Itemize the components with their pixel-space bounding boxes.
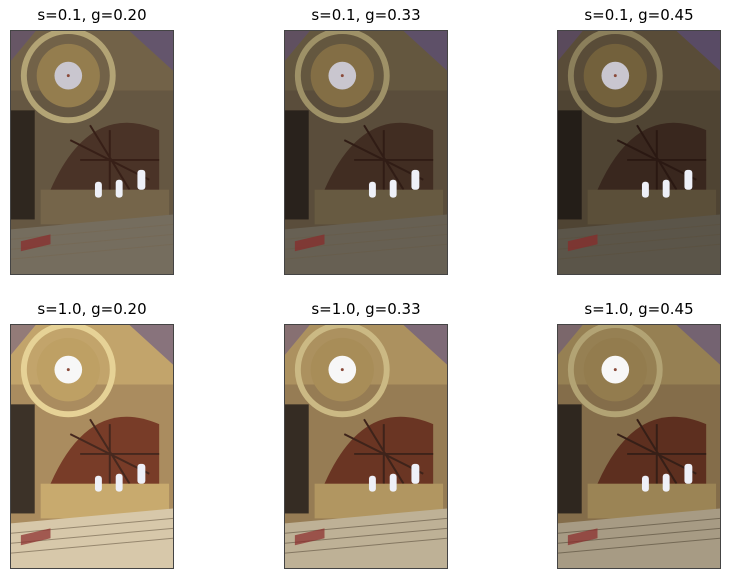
panel-title: s=1.0, g=0.20 <box>37 300 147 318</box>
panel-title: s=0.1, g=0.45 <box>584 6 694 24</box>
cathedral-image <box>10 324 174 569</box>
panel-title: s=0.1, g=0.20 <box>37 6 147 24</box>
cathedral-image <box>284 324 448 569</box>
cathedral-image <box>284 30 448 275</box>
panel-title: s=1.0, g=0.33 <box>311 300 421 318</box>
panel-title: s=0.1, g=0.33 <box>311 6 421 24</box>
cathedral-image <box>557 30 721 275</box>
cathedral-image <box>557 324 721 569</box>
panel-title: s=1.0, g=0.45 <box>584 300 694 318</box>
cathedral-image <box>10 30 174 275</box>
